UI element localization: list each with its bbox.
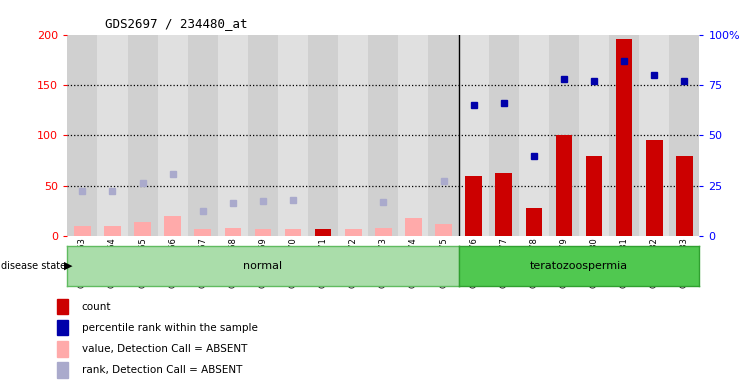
Text: rank, Detection Call = ABSENT: rank, Detection Call = ABSENT bbox=[82, 365, 242, 375]
Bar bbox=[57, 362, 68, 377]
Bar bbox=[549, 35, 579, 236]
Bar bbox=[224, 228, 241, 236]
Bar bbox=[399, 35, 429, 236]
Text: ▶: ▶ bbox=[64, 261, 72, 271]
Bar bbox=[165, 216, 181, 236]
Bar bbox=[254, 229, 272, 236]
Bar bbox=[579, 35, 609, 236]
Bar bbox=[345, 229, 361, 236]
Bar bbox=[646, 141, 663, 236]
Bar bbox=[640, 35, 669, 236]
Bar bbox=[74, 226, 91, 236]
Bar bbox=[669, 35, 699, 236]
Bar bbox=[405, 218, 422, 236]
Bar bbox=[57, 299, 68, 314]
Bar bbox=[158, 35, 188, 236]
Text: count: count bbox=[82, 302, 111, 312]
Bar bbox=[218, 35, 248, 236]
Bar bbox=[104, 226, 120, 236]
Bar bbox=[435, 224, 452, 236]
Bar bbox=[194, 229, 211, 236]
Bar bbox=[278, 35, 308, 236]
Bar bbox=[526, 208, 542, 236]
Bar bbox=[375, 228, 392, 236]
Bar bbox=[368, 35, 399, 236]
Bar bbox=[609, 35, 640, 236]
Text: normal: normal bbox=[243, 261, 283, 271]
Bar bbox=[495, 173, 512, 236]
Bar bbox=[188, 35, 218, 236]
Bar bbox=[57, 341, 68, 356]
Bar bbox=[519, 35, 549, 236]
Bar bbox=[315, 229, 331, 236]
Bar bbox=[285, 229, 301, 236]
Bar bbox=[97, 35, 127, 236]
Bar bbox=[616, 39, 632, 236]
Text: GDS2697 / 234480_at: GDS2697 / 234480_at bbox=[105, 17, 248, 30]
Bar bbox=[248, 35, 278, 236]
Bar bbox=[465, 176, 482, 236]
Bar bbox=[67, 35, 97, 236]
Bar bbox=[127, 35, 158, 236]
Bar bbox=[135, 222, 151, 236]
Bar bbox=[586, 156, 602, 236]
Bar bbox=[676, 156, 693, 236]
Bar bbox=[308, 35, 338, 236]
Text: value, Detection Call = ABSENT: value, Detection Call = ABSENT bbox=[82, 344, 247, 354]
Bar bbox=[556, 136, 572, 236]
Text: percentile rank within the sample: percentile rank within the sample bbox=[82, 323, 257, 333]
Bar bbox=[429, 35, 459, 236]
Bar bbox=[338, 35, 368, 236]
Bar bbox=[459, 35, 488, 236]
Text: disease state: disease state bbox=[1, 261, 66, 271]
Text: teratozoospermia: teratozoospermia bbox=[530, 261, 628, 271]
Bar bbox=[488, 35, 519, 236]
Bar bbox=[57, 320, 68, 335]
